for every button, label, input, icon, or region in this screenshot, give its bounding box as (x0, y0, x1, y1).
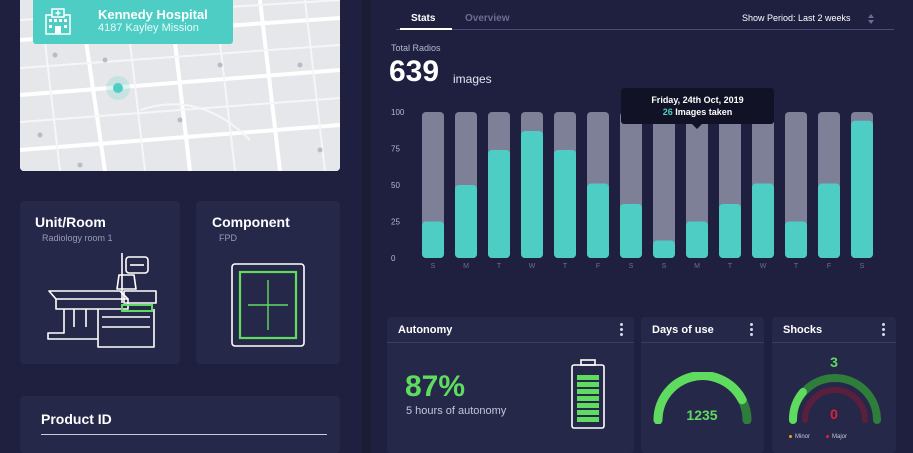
tooltip-count-line: 26 Images taken (621, 107, 774, 117)
bar-value[interactable] (785, 221, 807, 259)
product-divider (41, 434, 327, 435)
x-tick-label: S (662, 263, 667, 270)
more-options-icon[interactable] (620, 323, 624, 336)
total-unit: images (453, 72, 492, 86)
legend-minor-dot (789, 434, 792, 438)
hospital-icon (45, 8, 71, 35)
battery-icon (571, 359, 605, 429)
total-label: Total Radios (391, 43, 441, 53)
bar-value[interactable] (653, 240, 675, 258)
days-of-use-title: Days of use (652, 324, 714, 336)
shocks-header: Shocks (772, 317, 896, 343)
x-tick-label: T (728, 263, 733, 270)
hospital-address: 4187 Kayley Mission (98, 22, 199, 34)
battery-cell (577, 382, 599, 387)
hospital-card[interactable]: Kennedy Hospital 4187 Kayley Mission (33, 0, 233, 44)
flat-panel-detector-icon (231, 263, 305, 347)
battery-cell (577, 396, 599, 401)
battery-cell (577, 389, 599, 394)
tab-stats[interactable]: Stats (411, 13, 436, 24)
battery-cell (577, 375, 599, 380)
images-bar-chart[interactable]: 100 75 50 25 0 S M T W T F S S M T W T F S (380, 100, 900, 278)
total-value: 639 (389, 55, 440, 88)
hospital-name: Kennedy Hospital (98, 7, 208, 22)
autonomy-header: Autonomy (387, 317, 634, 343)
legend-major-label: Major (832, 434, 848, 440)
tooltip-suffix: Images taken (675, 107, 733, 117)
x-tick-label: F (827, 263, 831, 270)
x-tick-label: W (760, 263, 767, 270)
tooltip-date: Friday, 24th Oct, 2019 (651, 95, 744, 105)
y-tick-label: 100 (391, 108, 405, 117)
days-of-use-gauge (653, 372, 752, 424)
x-tick-label: W (529, 263, 536, 270)
y-tick-label: 75 (391, 145, 400, 154)
legend-major-dot (826, 434, 829, 438)
y-tick-label: 0 (391, 254, 396, 263)
tooltip-arrow (692, 124, 702, 129)
bar-track[interactable] (653, 112, 675, 258)
x-tick-label: S (431, 263, 436, 270)
x-tick-label: T (563, 263, 568, 270)
x-tick-label: M (694, 263, 700, 270)
xray-machine-icon (47, 253, 157, 348)
unit-room-subtitle: Radiology room 1 (42, 233, 113, 243)
x-tick-label: M (463, 263, 469, 270)
legend-major: Major (826, 434, 847, 440)
bar-value[interactable] (686, 221, 708, 259)
x-tick-label: S (860, 263, 865, 270)
component-title: Component (212, 214, 290, 230)
x-tick-label: T (497, 263, 502, 270)
x-tick-label: S (629, 263, 634, 270)
shocks-card[interactable]: Shocks (772, 317, 896, 453)
y-tick-label: 50 (391, 181, 400, 190)
tab-overview[interactable]: Overview (465, 13, 510, 24)
bar-value[interactable] (587, 183, 609, 258)
more-options-icon[interactable] (882, 323, 886, 336)
autonomy-subtitle: 5 hours of autonomy (406, 405, 507, 417)
unit-room-title: Unit/Room (35, 214, 106, 230)
days-of-use-value: 1235 (686, 407, 718, 423)
autonomy-value: 87% (405, 370, 466, 403)
sort-arrows-icon[interactable] (868, 14, 874, 24)
product-card[interactable] (20, 396, 340, 453)
legend-minor-label: Minor (795, 434, 811, 440)
more-options-icon[interactable] (750, 323, 754, 336)
days-of-use-header: Days of use (641, 317, 764, 343)
bar-value[interactable] (752, 183, 774, 258)
legend-minor: Minor (789, 434, 810, 440)
product-title: Product ID (41, 411, 112, 427)
battery-cell (577, 417, 599, 422)
bar-value[interactable] (521, 130, 543, 258)
tabs-divider (396, 29, 894, 30)
bar-value[interactable] (488, 149, 510, 258)
bar-value[interactable] (620, 203, 642, 258)
bar-value[interactable] (455, 185, 477, 258)
x-tick-label: T (794, 263, 799, 270)
component-subtitle: FPD (219, 233, 237, 243)
bar-value[interactable] (719, 203, 741, 258)
y-tick-label: 25 (391, 218, 400, 227)
shocks-gauge (789, 374, 881, 424)
tooltip-count: 26 (662, 107, 673, 117)
bar-value[interactable] (422, 221, 444, 259)
bar-value[interactable] (818, 183, 840, 258)
tab-active-indicator (400, 28, 452, 30)
shocks-title: Shocks (783, 324, 823, 336)
shocks-minor-value: 3 (830, 354, 838, 370)
period-select[interactable]: Show Period: Last 2 weeks (742, 13, 851, 23)
x-tick-label: F (596, 263, 600, 270)
autonomy-title: Autonomy (398, 324, 453, 336)
shocks-major-value: 0 (830, 406, 838, 422)
chart-tooltip: Friday, 24th Oct, 2019 26 Images taken (621, 88, 774, 124)
battery-cell (577, 410, 599, 415)
battery-cell (577, 403, 599, 408)
bar-value[interactable] (554, 149, 576, 258)
bar-value[interactable] (851, 120, 873, 258)
days-of-use-card[interactable]: Days of use (641, 317, 764, 453)
